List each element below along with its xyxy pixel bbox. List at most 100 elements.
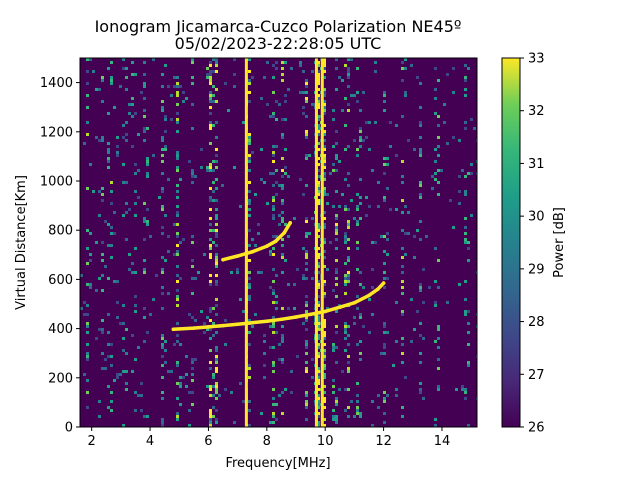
heatmap-cell — [299, 178, 302, 181]
heatmap-cell — [254, 193, 257, 196]
heatmap-cell — [272, 280, 275, 283]
heatmap-cell — [110, 244, 113, 247]
heatmap-cell — [209, 166, 212, 169]
heatmap-cell — [122, 181, 125, 184]
heatmap-cell — [98, 139, 101, 142]
heatmap-cell — [278, 103, 281, 106]
heatmap-cell — [323, 157, 326, 160]
heatmap-cell — [305, 91, 308, 94]
heatmap-cell — [434, 178, 437, 181]
heatmap-cell — [359, 139, 362, 142]
heatmap-cell — [239, 205, 242, 208]
heatmap-cell — [353, 139, 356, 142]
heatmap-cell — [143, 82, 146, 85]
heatmap-cell — [191, 58, 194, 61]
heatmap-cell — [215, 274, 218, 277]
heatmap-cell — [101, 367, 104, 370]
heatmap-cell — [281, 253, 284, 256]
heatmap-cell — [86, 229, 89, 232]
heatmap-cell — [107, 157, 110, 160]
heatmap-cell — [458, 139, 461, 142]
heatmap-cell — [209, 79, 212, 82]
heatmap-cell — [317, 352, 320, 355]
heatmap-cell — [335, 268, 338, 271]
heatmap-cell — [305, 220, 308, 223]
heatmap-cell — [161, 190, 164, 193]
heatmap-cell — [386, 232, 389, 235]
heatmap-cell — [335, 157, 338, 160]
heatmap-cell — [347, 70, 350, 73]
heatmap-cell — [413, 235, 416, 238]
heatmap-cell — [86, 58, 89, 61]
heatmap-cell — [410, 64, 413, 67]
heatmap-cell — [209, 169, 212, 172]
x-tick-label: 4 — [146, 434, 154, 449]
heatmap-cell — [179, 385, 182, 388]
heatmap-cell — [446, 73, 449, 76]
heatmap-cell — [89, 253, 92, 256]
x-tick-label: 12 — [375, 434, 392, 449]
heatmap-cell — [305, 370, 308, 373]
heatmap-cell — [419, 151, 422, 154]
heatmap-cell — [317, 406, 320, 409]
heatmap-cell — [209, 217, 212, 220]
heatmap-cell — [212, 70, 215, 73]
heatmap-cell — [98, 214, 101, 217]
heatmap-cell — [275, 295, 278, 298]
heatmap-cell — [305, 136, 308, 139]
heatmap-cell — [206, 385, 209, 388]
heatmap-cell — [422, 397, 425, 400]
heatmap-cell — [176, 157, 179, 160]
heatmap-cell — [323, 265, 326, 268]
heatmap-cell — [275, 418, 278, 421]
heatmap-cell — [161, 286, 164, 289]
heatmap-cell — [215, 61, 218, 64]
heatmap-cell — [464, 64, 467, 67]
heatmap-cell — [161, 418, 164, 421]
heatmap-cell — [101, 331, 104, 334]
heatmap-cell — [434, 67, 437, 70]
heatmap-cell — [182, 91, 185, 94]
heatmap-cell — [275, 61, 278, 64]
heatmap-cell — [287, 88, 290, 91]
y-tick-label: 0 — [65, 421, 73, 436]
heatmap-cell — [419, 181, 422, 184]
heatmap-cell — [272, 412, 275, 415]
heatmap-cell — [155, 274, 158, 277]
heatmap-cell — [176, 130, 179, 133]
heatmap-cell — [215, 262, 218, 265]
heatmap-cell — [248, 79, 251, 82]
heatmap-cell — [359, 178, 362, 181]
heatmap-cell — [215, 256, 218, 259]
heatmap-cell — [191, 373, 194, 376]
heatmap-cell — [176, 295, 179, 298]
heatmap-cell — [167, 85, 170, 88]
heatmap-cell — [440, 169, 443, 172]
heatmap-cell — [317, 181, 320, 184]
heatmap-cell — [401, 352, 404, 355]
heatmap-cell — [404, 232, 407, 235]
heatmap-cell — [419, 106, 422, 109]
heatmap-cell — [215, 229, 218, 232]
heatmap-cell — [347, 325, 350, 328]
heatmap-cell — [248, 244, 251, 247]
heatmap-cell — [209, 367, 212, 370]
heatmap-cell — [464, 241, 467, 244]
heatmap-cell — [176, 94, 179, 97]
heatmap-cell — [161, 256, 164, 259]
x-tick-label: 10 — [317, 434, 334, 449]
heatmap-cell — [254, 313, 257, 316]
heatmap-cell — [83, 142, 86, 145]
heatmap-cell — [86, 406, 89, 409]
heatmap-cell — [176, 121, 179, 124]
heatmap-cell — [434, 340, 437, 343]
heatmap-cell — [356, 100, 359, 103]
heatmap-cell — [284, 166, 287, 169]
heatmap-cell — [347, 388, 350, 391]
heatmap-cell — [272, 112, 275, 115]
heatmap-cell — [350, 400, 353, 403]
heatmap-cell — [176, 103, 179, 106]
heatmap-cell — [107, 331, 110, 334]
heatmap-cell — [305, 367, 308, 370]
heatmap-cell — [383, 412, 386, 415]
